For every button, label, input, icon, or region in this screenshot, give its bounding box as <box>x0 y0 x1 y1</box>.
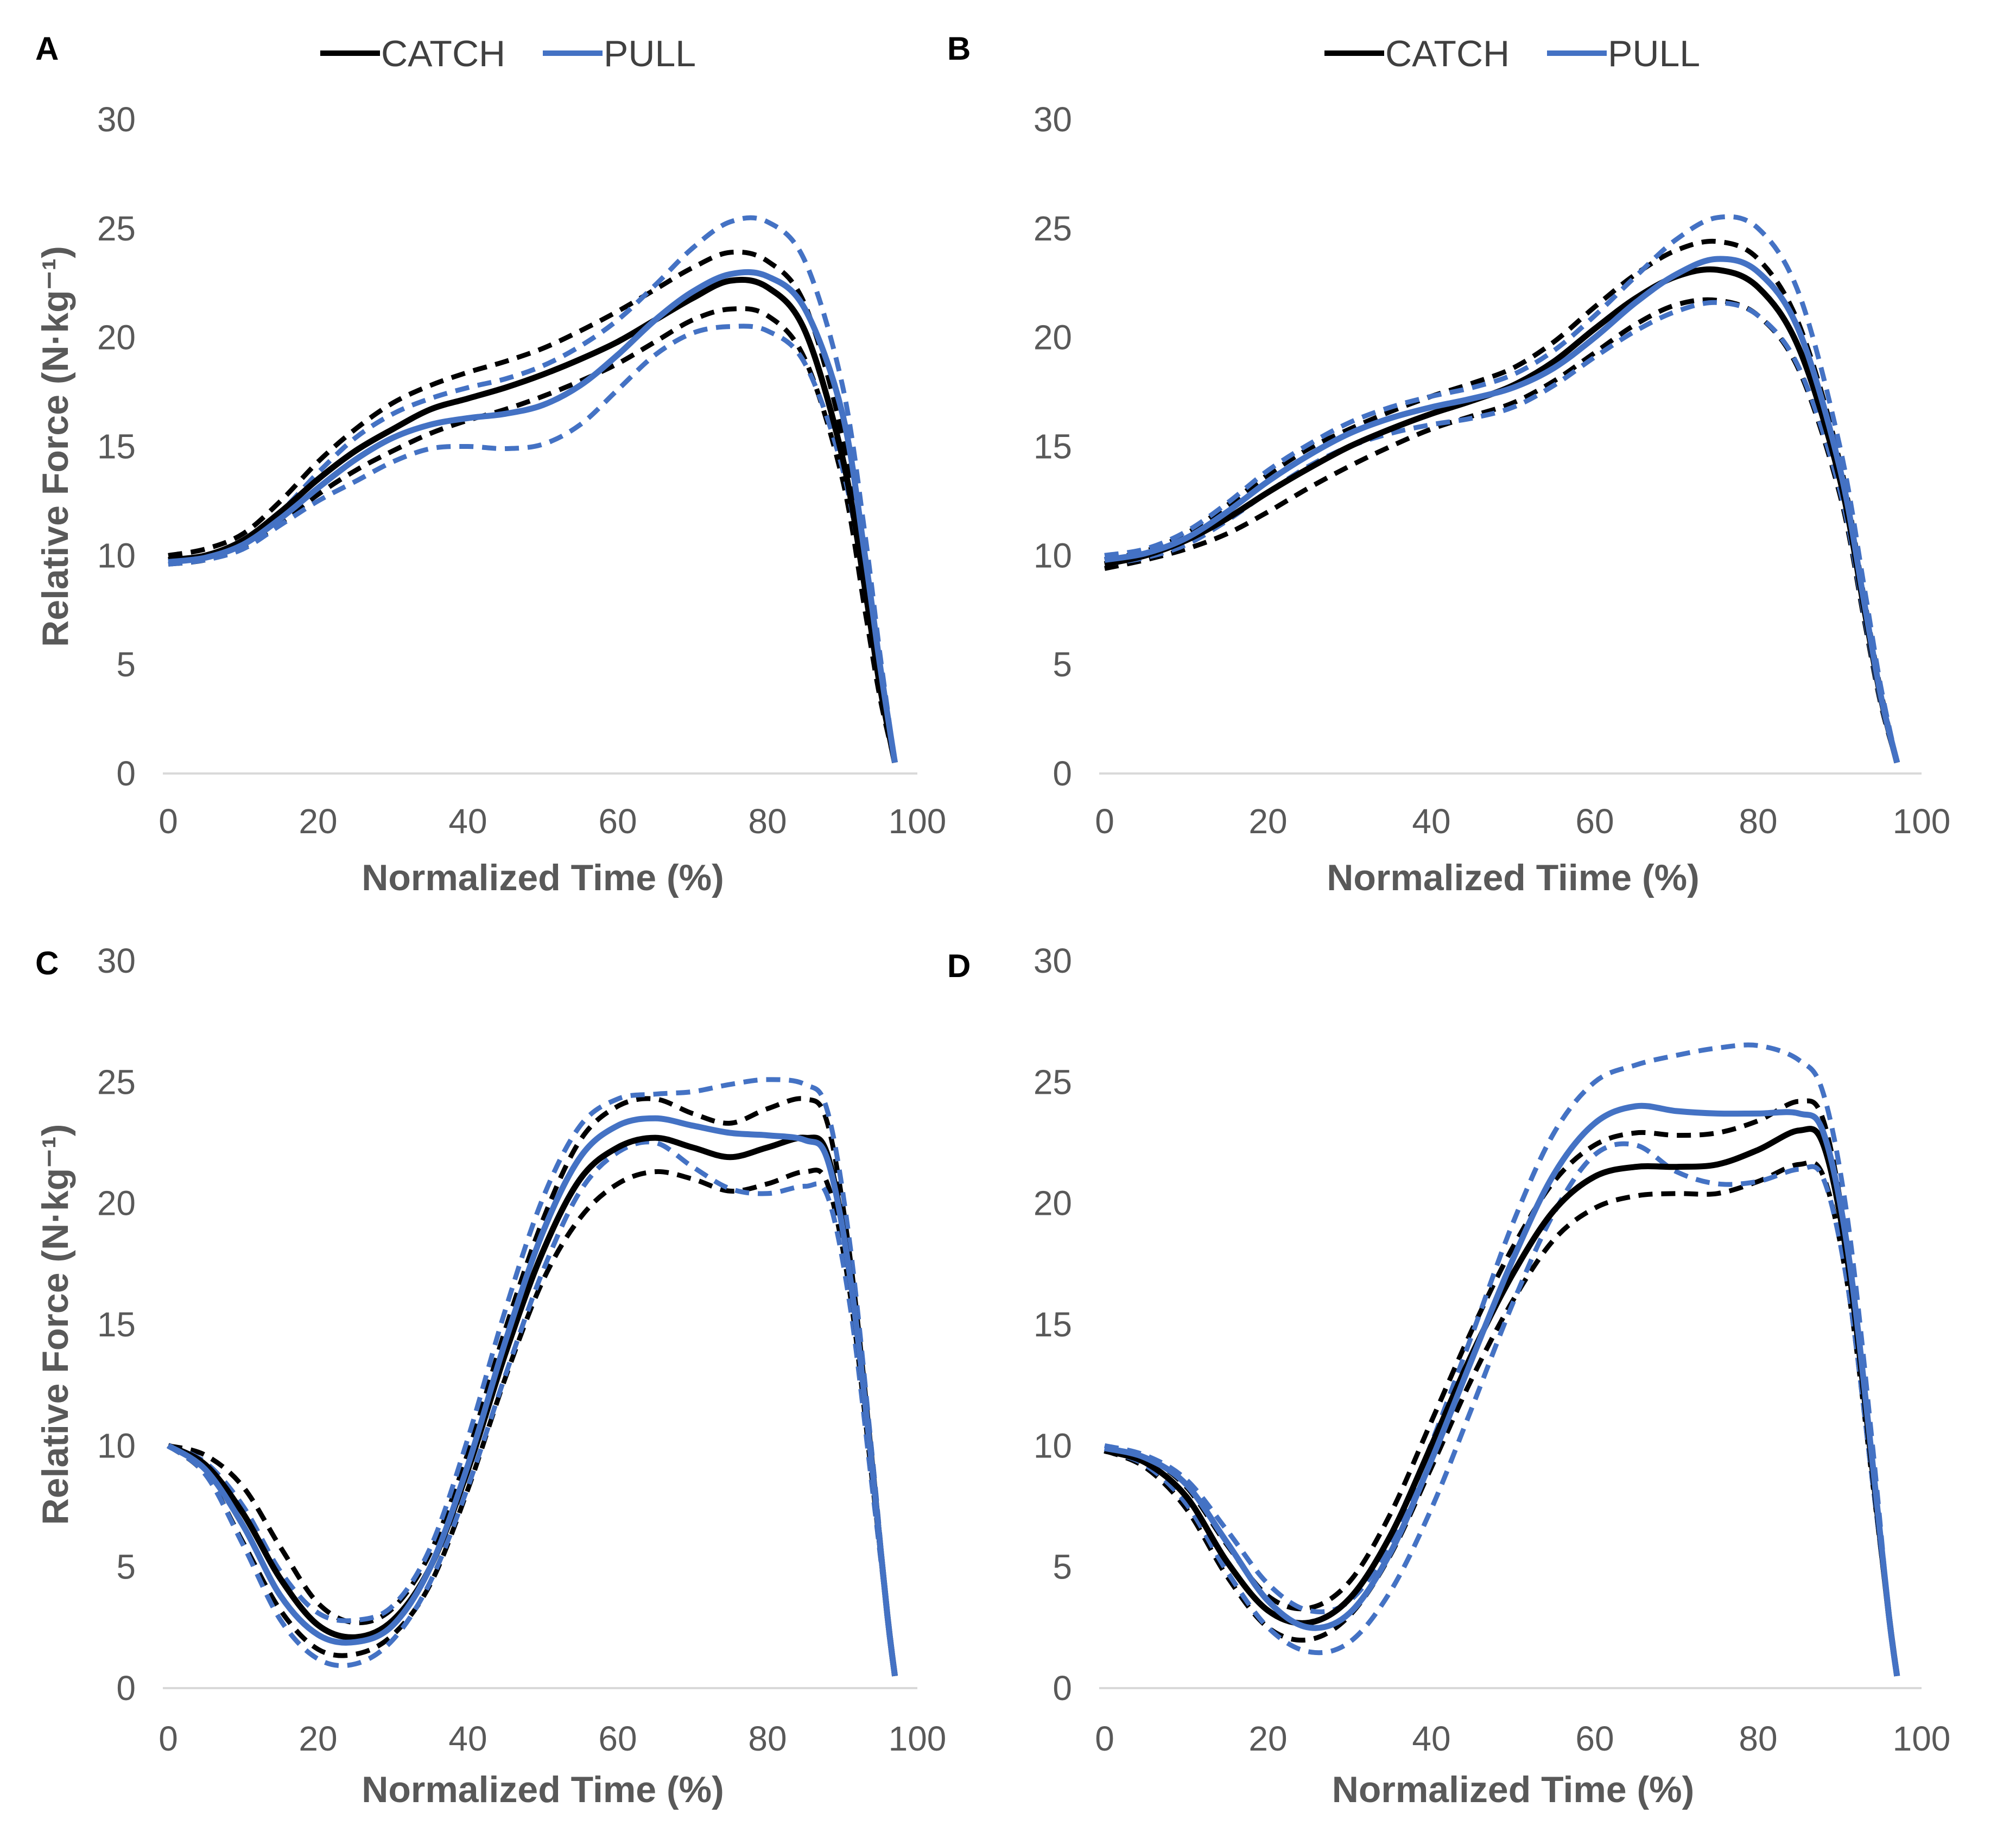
series-pull-mean <box>168 269 898 763</box>
y-tick-label: 25 <box>97 1062 136 1101</box>
series-catch-mean <box>1104 1126 1900 1677</box>
x-axis-title: Normalized Time (%) <box>1332 1769 1695 1810</box>
x-tick-label: 40 <box>448 1719 487 1758</box>
series-pull-mean <box>1104 256 1900 764</box>
series-catch-bound <box>1104 1098 1900 1677</box>
legend-label: CATCH <box>1385 33 1510 74</box>
y-axis-title: Relative Force (N·kg⁻¹) <box>35 246 76 647</box>
panel-letter: D <box>947 948 971 984</box>
x-axis-title: Normalized Time (%) <box>362 857 724 898</box>
series-pull-bound <box>168 324 898 763</box>
panel-letter: C <box>35 945 59 981</box>
series-pull-bound <box>167 1139 898 1677</box>
series-catch-mean <box>168 276 898 763</box>
y-tick-label: 0 <box>1053 754 1072 793</box>
y-tick-label: 30 <box>1034 941 1072 980</box>
series-pull-bound <box>167 1077 898 1677</box>
panel-b: B 0 5 10 15 20 25 30 0 20 40 60 80 100 Normalized Tiim… <box>947 30 1950 898</box>
series-pull-bound <box>1104 1141 1900 1677</box>
y-tick-label: 5 <box>116 1548 136 1587</box>
y-tick-label: 25 <box>97 209 136 248</box>
y-tick-label: 10 <box>97 536 136 575</box>
y-tick-label: 20 <box>1034 1184 1072 1223</box>
panel-letter: B <box>947 30 971 67</box>
legend: CATCH PULL <box>320 33 696 74</box>
x-tick-label: 80 <box>1739 802 1777 841</box>
x-axis-title: Normalized Time (%) <box>362 1769 724 1810</box>
x-tick-label: 60 <box>598 802 637 841</box>
x-tick-label: 0 <box>1095 802 1114 841</box>
x-tick-label: 60 <box>1575 802 1614 841</box>
panel-letter: A <box>35 30 59 67</box>
y-tick-label: 20 <box>1034 318 1072 357</box>
y-tick-label: 25 <box>1034 1062 1072 1101</box>
x-tick-label: 20 <box>299 1719 337 1758</box>
panel-d: D 0 5 10 15 20 25 30 0 20 40 60 80 100 Normalized Time… <box>947 941 1950 1810</box>
x-axis-title: Normalized Tiime (%) <box>1327 857 1699 898</box>
x-tick-label: 80 <box>748 1719 787 1758</box>
legend: CATCH PULL <box>1324 33 1700 74</box>
series-catch-bound <box>167 1168 898 1677</box>
y-tick-label: 15 <box>97 427 136 466</box>
y-tick-label: 5 <box>1053 1548 1072 1587</box>
y-tick-label: 25 <box>1034 209 1072 248</box>
legend-label: PULL <box>1608 33 1700 74</box>
x-tick-label: 40 <box>1412 802 1450 841</box>
panel-c: C 0 5 10 15 20 25 30 0 20 40 60 80 100 Normalized Time… <box>35 941 946 1810</box>
x-tick-label: 100 <box>889 1719 947 1758</box>
x-tick-label: 80 <box>748 802 787 841</box>
x-tick-label: 0 <box>159 802 178 841</box>
series-pull-bound <box>168 215 898 763</box>
y-tick-label: 15 <box>97 1305 136 1344</box>
x-tick-label: 60 <box>598 1719 637 1758</box>
y-tick-label: 30 <box>1034 100 1072 139</box>
x-tick-label: 100 <box>1893 802 1951 841</box>
series-catch-bound <box>168 249 898 763</box>
x-tick-label: 40 <box>1412 1719 1450 1758</box>
x-tick-label: 60 <box>1575 1719 1614 1758</box>
series-catch-bound <box>168 306 897 763</box>
y-tick-label: 20 <box>97 318 136 357</box>
x-tick-label: 100 <box>1893 1719 1951 1758</box>
panel-a: A 0 5 10 15 20 25 30 0 20 40 60 80 100 Normalized Time… <box>35 30 946 898</box>
x-tick-label: 20 <box>1248 802 1287 841</box>
series-catch-bound <box>1104 297 1900 764</box>
y-tick-label: 15 <box>1034 1305 1072 1344</box>
legend-label: PULL <box>604 33 696 74</box>
y-tick-label: 10 <box>97 1426 136 1465</box>
x-tick-label: 40 <box>448 802 487 841</box>
series-pull-bound <box>1104 1042 1900 1677</box>
x-tick-label: 0 <box>1095 1719 1114 1758</box>
y-tick-label: 0 <box>116 754 136 793</box>
series-pull-mean <box>166 1115 898 1677</box>
series-pull-mean <box>1104 1102 1900 1677</box>
y-tick-label: 20 <box>97 1184 136 1223</box>
series-pull-bound <box>1104 214 1900 763</box>
y-tick-label: 0 <box>116 1669 136 1708</box>
x-tick-label: 100 <box>889 802 947 841</box>
y-tick-label: 30 <box>97 100 136 139</box>
y-tick-label: 10 <box>1034 536 1072 575</box>
y-tick-label: 15 <box>1034 427 1072 466</box>
legend-label: CATCH <box>381 33 505 74</box>
x-tick-label: 20 <box>299 802 337 841</box>
series-catch-bound <box>1104 1159 1900 1677</box>
y-tick-label: 10 <box>1034 1426 1072 1465</box>
x-tick-label: 20 <box>1248 1719 1287 1758</box>
x-tick-label: 0 <box>159 1719 178 1758</box>
y-tick-label: 5 <box>116 645 136 684</box>
y-axis-title: Relative Force (N·kg⁻¹) <box>35 1124 76 1525</box>
y-tick-label: 0 <box>1053 1669 1072 1708</box>
series-catch-bound <box>1104 238 1900 763</box>
x-tick-label: 80 <box>1739 1719 1777 1758</box>
y-tick-label: 5 <box>1053 645 1072 684</box>
y-tick-label: 30 <box>97 941 136 980</box>
